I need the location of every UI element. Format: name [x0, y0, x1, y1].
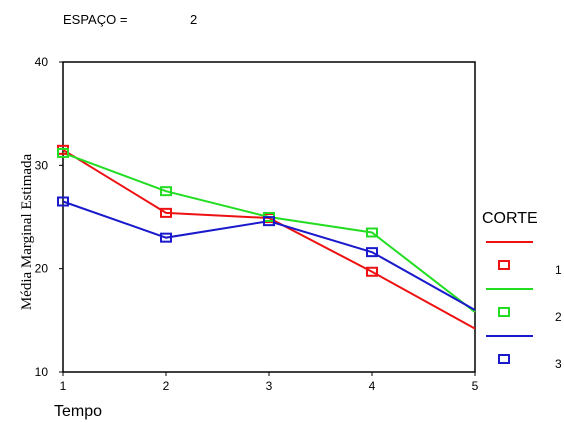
x-axis-label: Tempo: [54, 403, 102, 420]
legend-label-2: 2: [555, 310, 562, 324]
x-tick-label: 1: [60, 379, 67, 393]
data-point-marker: [366, 247, 378, 258]
x-tick-label: 4: [369, 379, 376, 393]
header-label: ESPAÇO =: [63, 12, 128, 27]
y-tick-label: 10: [35, 365, 49, 379]
header-value: 2: [190, 12, 198, 27]
x-tick-label: 3: [266, 379, 273, 393]
x-tick-label: 5: [472, 379, 479, 393]
y-tick-label: 40: [35, 55, 49, 69]
y-tick-label: 30: [35, 158, 49, 172]
chart-header: ESPAÇO = 2: [63, 12, 197, 27]
data-point-marker: [160, 232, 172, 243]
legend-title: CORTE: [482, 210, 538, 227]
data-point-marker: [263, 216, 275, 227]
legend-marker-3: [498, 354, 510, 364]
legend-label-3: 3: [555, 357, 562, 371]
legend-label-1: 1: [555, 263, 562, 277]
data-point-marker: [57, 147, 69, 158]
legend-marker-1: [498, 260, 510, 270]
data-point-marker: [160, 207, 172, 218]
data-point-marker: [160, 186, 172, 197]
x-tick-label: 2: [163, 379, 170, 393]
data-point-marker: [366, 266, 378, 277]
y-tick-label: 20: [35, 262, 49, 276]
data-point-marker: [57, 196, 69, 207]
legend-marker-2: [498, 307, 510, 317]
data-point-marker: [366, 227, 378, 238]
y-axis-label: Média Marginal Estimada: [19, 153, 35, 310]
